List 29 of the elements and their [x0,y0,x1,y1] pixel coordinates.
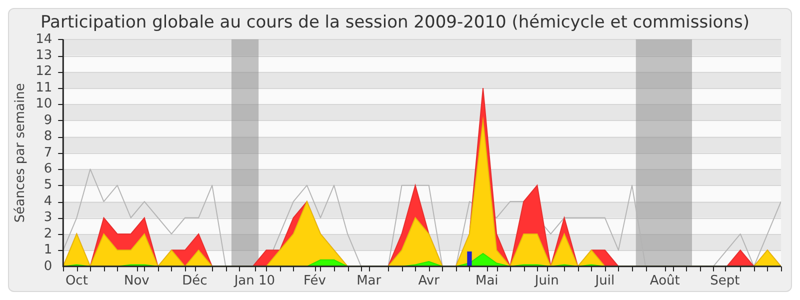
y-tick-label: 3 [44,210,52,226]
x-tick-label: Sept [710,274,740,289]
x-tick-label: Fév [303,274,326,289]
y-tick-label: 14 [36,32,52,47]
x-tick-label: Août [650,274,680,289]
y-tick-label: 4 [44,194,52,209]
y-tick-label: 0 [44,258,52,274]
x-tick-label: Jan 10 [233,274,276,289]
y-tick-label: 11 [36,80,52,96]
x-tick-label: Mai [475,274,498,289]
y-axis-title: Séances par semaine [13,83,28,223]
y-tick-label: 12 [36,64,52,80]
x-tick-label: Nov [124,274,150,289]
x-tick-label: Mar [356,274,382,289]
y-tick-label: 2 [44,226,52,242]
x-tick-label: Juil [594,274,615,289]
x-tick-label: Déc [182,274,208,289]
y-tick-label: 7 [44,145,52,160]
y-tick-label: 5 [44,178,52,193]
y-tick-label: 1 [44,242,52,258]
x-tick-label: Juin [534,274,559,289]
x-tick-label: Avr [418,274,440,289]
y-tick-label: 9 [44,112,52,128]
y-tick-label: 10 [36,96,52,112]
chart-title: Participation globale au cours de la session 2009-2010 (hémicycle et commissions) [40,12,750,33]
y-tick-label: 8 [44,129,52,144]
x-tick-label: Oct [65,274,88,289]
y-tick-label: 6 [44,161,52,176]
y-tick-label: 13 [36,48,52,63]
